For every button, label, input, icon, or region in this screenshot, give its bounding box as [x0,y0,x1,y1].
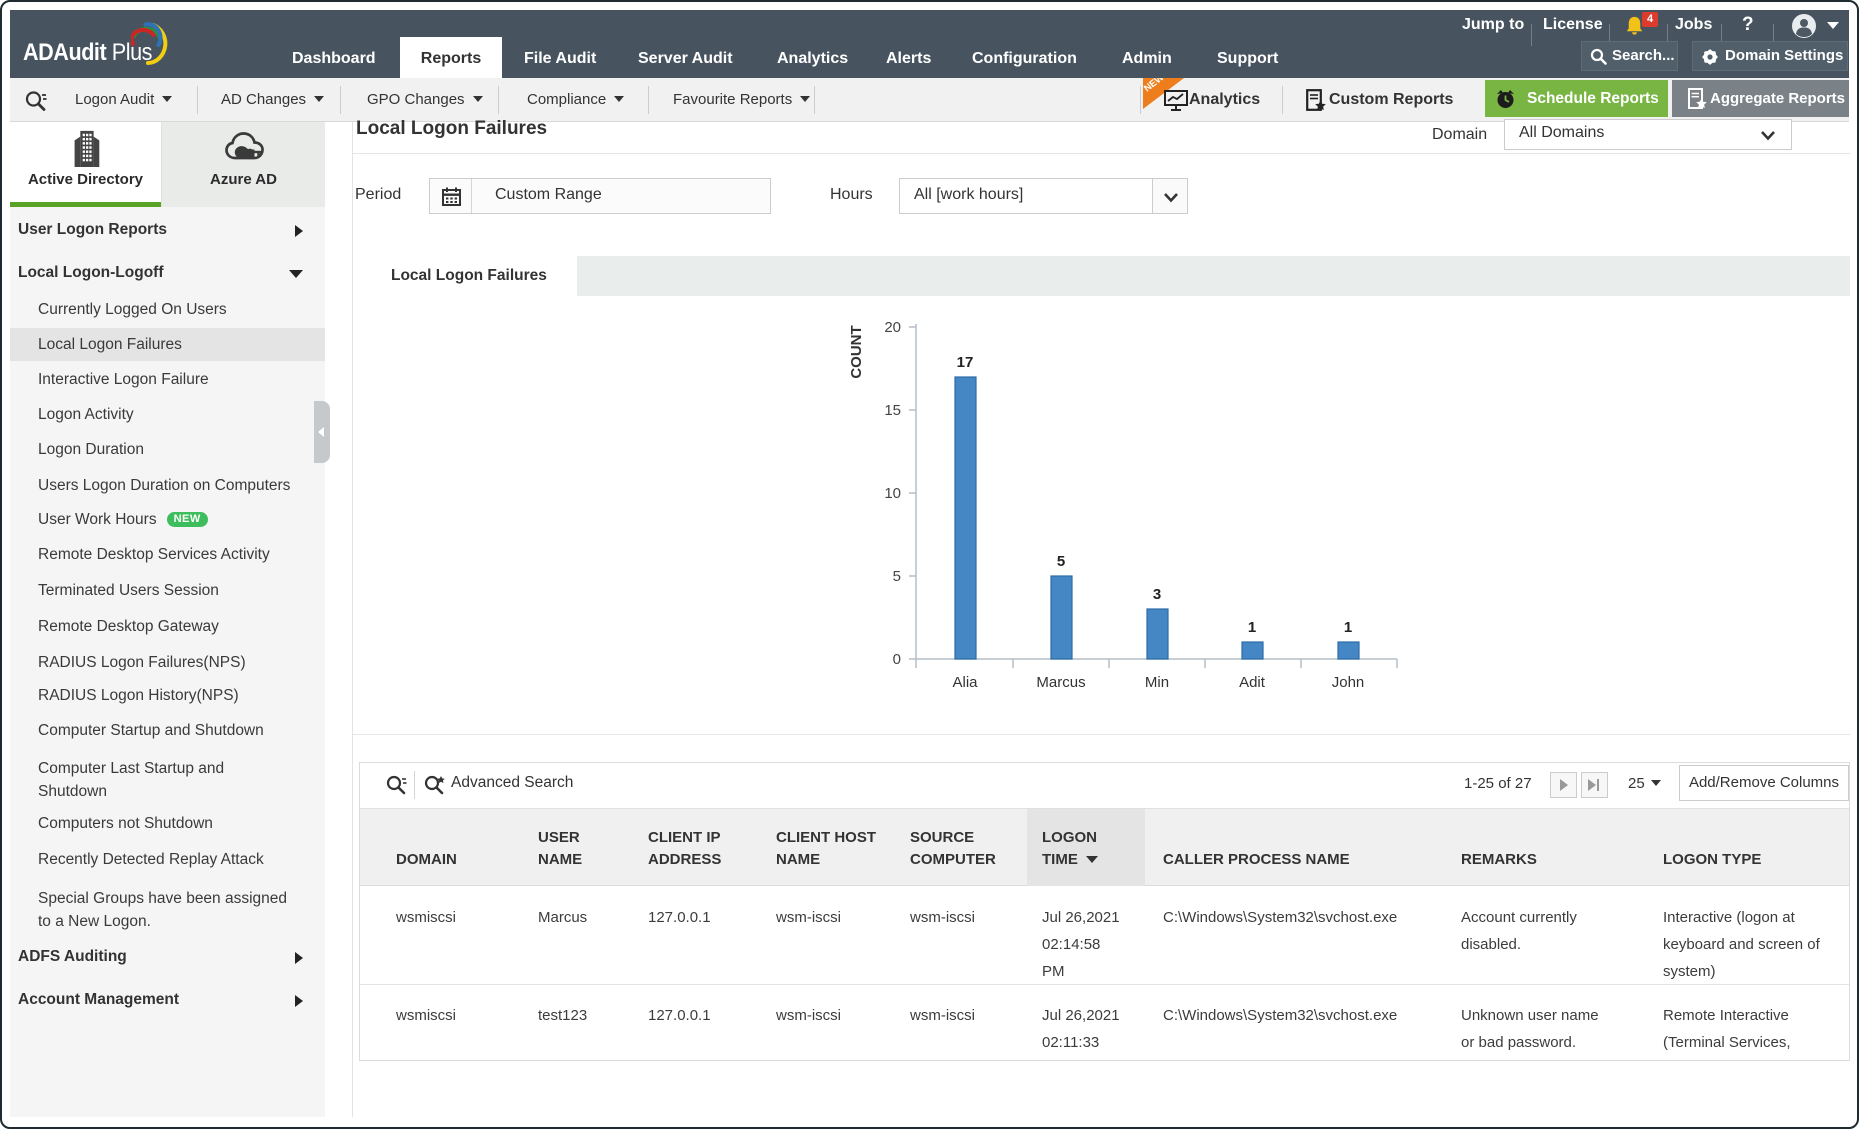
svg-text:Adit: Adit [1239,674,1266,691]
svg-text:Alia: Alia [952,674,978,691]
svg-text:Marcus: Marcus [1036,674,1085,691]
svg-text:John: John [1332,674,1365,691]
svg-text:COUNT: COUNT [848,325,865,378]
svg-text:10: 10 [884,485,901,502]
svg-text:1: 1 [1344,619,1352,636]
svg-text:5: 5 [893,568,901,585]
svg-text:1: 1 [1248,619,1256,636]
svg-text:20: 20 [884,319,901,336]
svg-text:15: 15 [884,402,901,419]
svg-text:5: 5 [1057,553,1065,570]
svg-text:3: 3 [1153,586,1161,603]
svg-text:17: 17 [957,354,974,371]
svg-text:Min: Min [1145,674,1169,691]
svg-text:0: 0 [893,651,901,668]
